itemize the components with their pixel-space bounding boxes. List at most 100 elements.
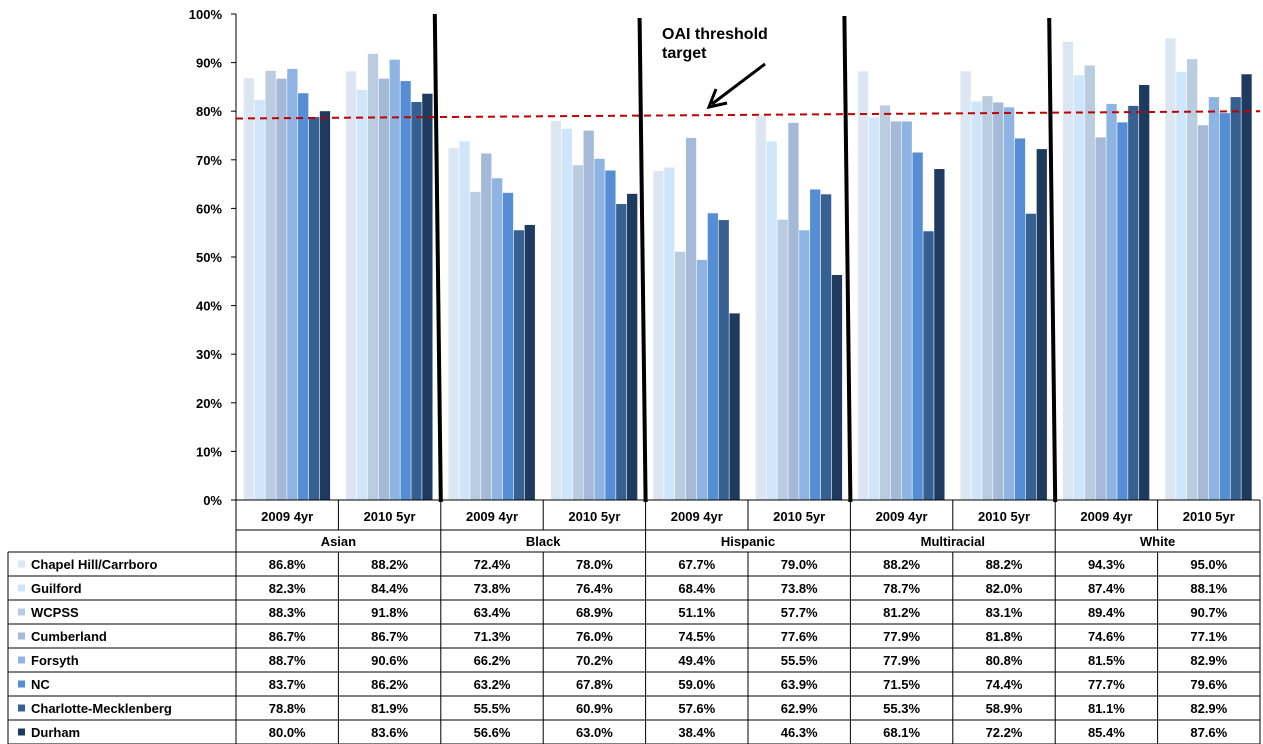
bar: [524, 224, 535, 500]
data-table-value: 86.2%: [371, 677, 408, 692]
x-subcategory-label: 2010 5yr: [773, 509, 825, 524]
legend-entry-label: Forsyth: [31, 653, 79, 668]
bar: [934, 169, 945, 500]
data-table-value: 67.8%: [576, 677, 613, 692]
data-table-value: 51.1%: [678, 605, 715, 620]
bar: [1025, 213, 1037, 500]
bar: [729, 313, 740, 500]
bar: [1176, 71, 1187, 501]
y-tick-label: 60%: [196, 201, 222, 216]
bar: [696, 259, 708, 500]
x-group-label: Multiracial: [921, 534, 985, 549]
data-table-value: 90.6%: [371, 653, 408, 668]
bar: [1004, 107, 1015, 500]
legend-swatch: [18, 632, 25, 640]
data-table-value: 55.5%: [781, 653, 818, 668]
data-table-value: 88.1%: [1190, 581, 1227, 596]
bar: [346, 71, 357, 501]
bar: [1084, 65, 1095, 501]
data-table-value: 74.5%: [678, 629, 715, 644]
data-table-value: 63.0%: [576, 725, 613, 740]
data-table-value: 88.2%: [986, 557, 1023, 572]
data-table-value: 63.9%: [781, 677, 818, 692]
group-separator: [637, 17, 648, 503]
data-table-value: 76.0%: [576, 629, 613, 644]
y-tick-label: 90%: [196, 56, 222, 71]
legend-entry-label: Guilford: [31, 581, 82, 596]
data-table-value: 78.7%: [883, 581, 920, 596]
data-table-value: 66.2%: [474, 653, 511, 668]
y-tick-label: 100%: [189, 7, 223, 22]
bar: [470, 191, 481, 500]
bar: [513, 230, 525, 500]
x-subcategory-label: 2009 4yr: [466, 509, 518, 524]
data-table-value: 46.3%: [781, 725, 818, 740]
annotation-line1: OAI threshold: [662, 26, 768, 43]
bar: [492, 178, 503, 500]
legend-swatch: [18, 560, 25, 568]
data-table-value: 72.4%: [474, 557, 511, 572]
data-table-value: 83.6%: [371, 725, 408, 740]
data-table-value: 88.3%: [269, 605, 306, 620]
bar: [718, 220, 729, 500]
y-tick-label: 10%: [196, 444, 222, 459]
bar: [1117, 122, 1128, 501]
y-tick-label: 40%: [196, 299, 222, 314]
y-tick-label: 0%: [203, 493, 222, 508]
data-table-value: 68.1%: [883, 725, 920, 740]
data-table-value: 68.9%: [576, 605, 613, 620]
data-table-value: 80.8%: [986, 653, 1023, 668]
data-table-value: 74.6%: [1088, 629, 1125, 644]
data-table-value: 73.8%: [474, 581, 511, 596]
bar: [993, 102, 1004, 501]
bar: [1095, 137, 1106, 500]
data-table-value: 81.8%: [986, 629, 1023, 644]
data-table-value: 81.1%: [1088, 701, 1125, 716]
bar: [308, 117, 320, 501]
x-subcategory-label: 2009 4yr: [1080, 509, 1132, 524]
data-table-value: 89.4%: [1088, 605, 1125, 620]
data-table-value: 81.9%: [371, 701, 408, 716]
bar: [572, 165, 583, 500]
bar: [550, 120, 562, 501]
data-table-value: 67.7%: [678, 557, 715, 572]
data-table-value: 85.4%: [1088, 725, 1125, 740]
data-table-value: 88.2%: [883, 557, 920, 572]
bar: [960, 71, 971, 501]
x-group-label: Black: [526, 534, 561, 549]
data-table-value: 86.8%: [269, 557, 306, 572]
x-subcategory-label: 2010 5yr: [1183, 509, 1235, 524]
data-table-value: 81.2%: [883, 605, 920, 620]
data-table-value: 82.3%: [269, 581, 306, 596]
data-table-value: 87.6%: [1190, 725, 1227, 740]
bar: [594, 158, 605, 500]
group-separator: [1047, 17, 1058, 503]
data-table-value: 78.8%: [269, 701, 306, 716]
bar: [319, 111, 331, 500]
data-table-value: 88.2%: [371, 557, 408, 572]
legend-swatch: [18, 608, 25, 616]
data-table-value: 77.9%: [883, 653, 920, 668]
bar: [971, 101, 982, 500]
bar: [1014, 138, 1026, 500]
data-table-value: 81.5%: [1088, 653, 1125, 668]
legend-swatch: [18, 584, 25, 592]
bar: [287, 68, 298, 500]
legend-entry-label: NC: [31, 677, 50, 692]
bar: [820, 194, 832, 500]
bar: [685, 137, 697, 500]
bar: [912, 152, 923, 500]
data-table-value: 88.7%: [269, 653, 306, 668]
data-table-value: 74.4%: [986, 677, 1023, 692]
bar: [1208, 97, 1220, 500]
data-table-value: 83.7%: [269, 677, 306, 692]
bar: [561, 128, 573, 501]
bar: [1230, 97, 1241, 500]
y-tick-label: 80%: [196, 104, 222, 119]
bar: [356, 89, 368, 500]
bar: [755, 116, 766, 500]
data-table-value: 84.4%: [371, 581, 408, 596]
data-table-value: 63.2%: [474, 677, 511, 692]
bar: [777, 219, 788, 500]
data-table-value: 82.9%: [1190, 701, 1227, 716]
